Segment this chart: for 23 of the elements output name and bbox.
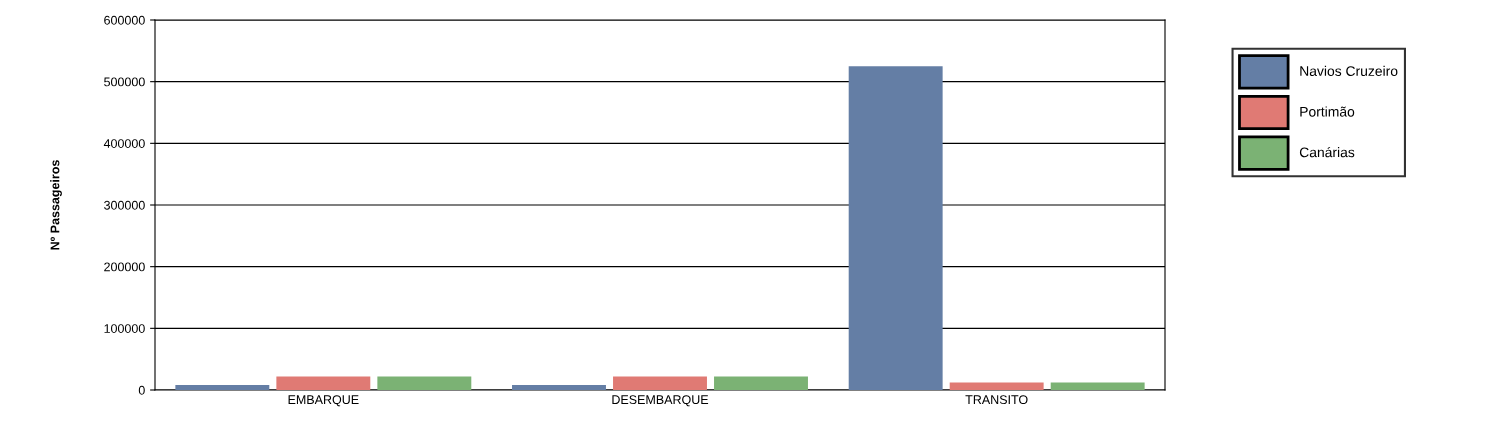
- bar: [276, 376, 371, 390]
- legend-label: Navios Cruzeiro: [1300, 65, 1398, 76]
- y-tick-label: 100000: [104, 324, 145, 333]
- y-tick-label: 500000: [104, 77, 145, 87]
- y-tick-label: 200000: [104, 262, 145, 272]
- bar: [175, 385, 270, 390]
- x-tick-label: DESEMBARQUE: [612, 395, 709, 407]
- bar: [848, 66, 943, 390]
- bar: [714, 376, 808, 390]
- bar: [1050, 382, 1145, 390]
- y-tick-label: 300000: [104, 200, 145, 210]
- y-axis-title: Nº Passageiros: [50, 160, 62, 250]
- legend-label: Portimão: [1300, 106, 1355, 117]
- y-tick-label: 0: [138, 385, 145, 395]
- bar: [613, 376, 707, 390]
- y-tick-label: 600000: [104, 15, 145, 25]
- x-tick-label: TRANSITO: [965, 395, 1028, 405]
- x-tick-label: EMBARQUE: [288, 395, 359, 407]
- legend-label: Canárias: [1299, 146, 1355, 158]
- bar: [949, 382, 1044, 390]
- bar: [512, 385, 606, 390]
- bar: [377, 376, 472, 390]
- y-tick-label: 400000: [103, 139, 145, 148]
